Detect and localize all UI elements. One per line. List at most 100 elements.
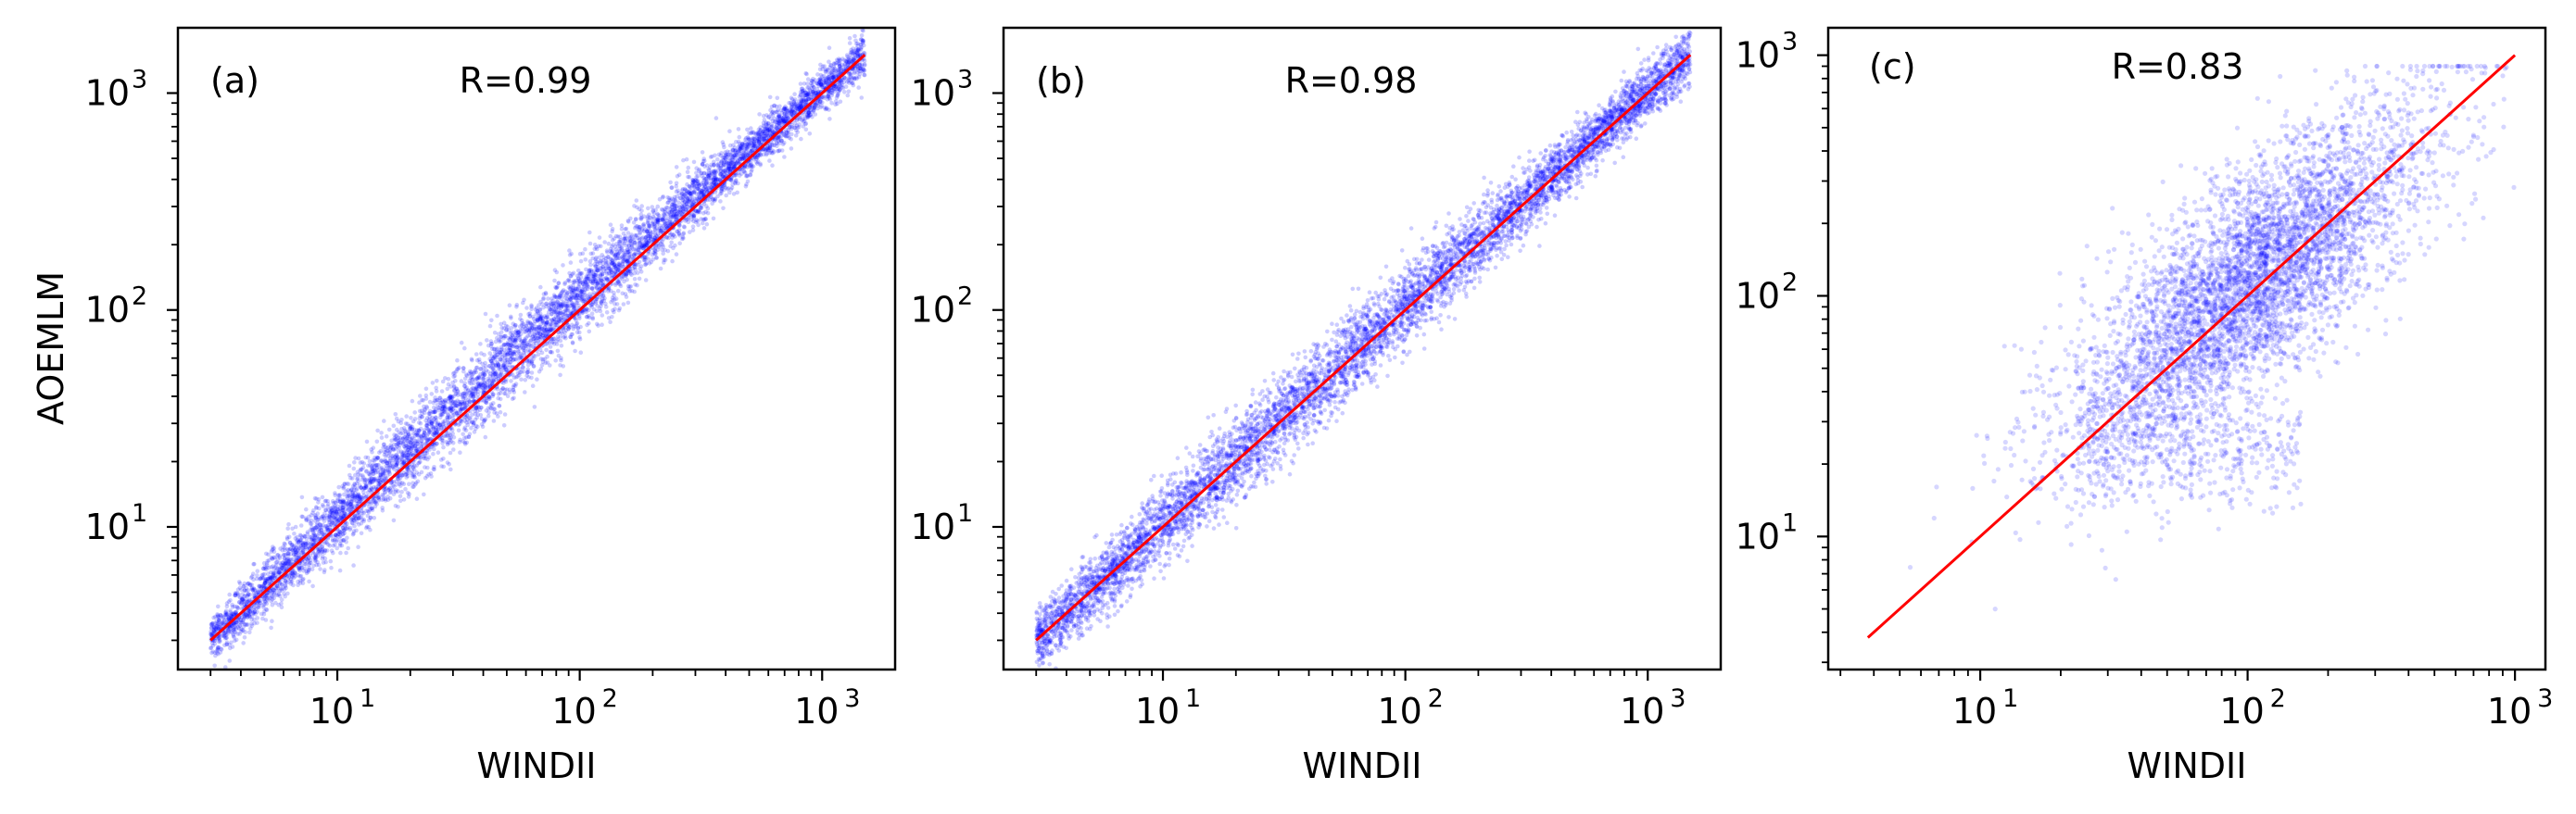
panel-a-point xyxy=(567,324,572,330)
panel-a-point xyxy=(284,561,289,566)
panel-a-point xyxy=(419,439,424,444)
panel-a-point xyxy=(536,318,540,323)
panel-a-point xyxy=(688,191,693,196)
panel-a-point xyxy=(497,404,501,408)
panel-a-point xyxy=(360,496,365,502)
panel-a-point xyxy=(754,131,760,135)
panel-a-point xyxy=(734,151,739,156)
panel-a-point xyxy=(754,153,760,158)
panel-a-point xyxy=(279,582,284,587)
panel-a-point xyxy=(355,495,360,499)
panel-a-point xyxy=(394,457,399,463)
panel-a-point xyxy=(577,272,582,277)
panel-a-point xyxy=(726,167,731,172)
panel-a-point xyxy=(701,182,706,187)
panel-a-point xyxy=(784,133,789,139)
panel-a-point xyxy=(590,316,596,321)
panel-a-point xyxy=(567,286,573,292)
panel-a-point xyxy=(732,153,738,157)
panel-a-point xyxy=(339,543,345,548)
panel-a-point xyxy=(391,518,397,523)
panel-a-point xyxy=(617,234,623,239)
panel-a-point xyxy=(647,238,651,244)
panel-a-point xyxy=(818,81,824,86)
panel-a-point xyxy=(539,326,545,332)
panel-a-point xyxy=(792,97,798,102)
panel-a-point xyxy=(330,537,335,542)
panel-a-point xyxy=(478,366,484,371)
panel-a-point xyxy=(478,342,483,346)
panel-a-point xyxy=(310,536,315,541)
panel-a-point xyxy=(223,611,229,616)
panel-a-point xyxy=(573,286,578,292)
panel-a-point xyxy=(737,148,742,154)
panel-a-point xyxy=(539,350,545,356)
panel-a-point xyxy=(608,233,613,239)
panel-a-point xyxy=(550,298,555,304)
panel-a-point xyxy=(536,317,540,322)
panel-a-point xyxy=(482,387,486,393)
panel-a-point xyxy=(227,658,233,663)
panel-a-point xyxy=(737,134,742,140)
panel-a-point xyxy=(674,181,679,186)
panel-a-point xyxy=(317,521,322,527)
panel-a-point xyxy=(715,157,720,162)
panel-a-point xyxy=(569,294,574,298)
panel-a-point xyxy=(425,465,430,470)
panel-a-point xyxy=(511,351,516,357)
panel-a-point xyxy=(701,226,707,231)
panel-a-point xyxy=(409,443,414,448)
panel-a-point xyxy=(452,388,457,394)
panel-a-point xyxy=(507,387,512,393)
panel-a-point xyxy=(308,521,313,526)
panel-a-point xyxy=(356,516,361,521)
panel-a-point xyxy=(775,95,780,101)
panel-a-point xyxy=(325,498,330,504)
panel-a-point xyxy=(456,428,461,433)
panel-a-point xyxy=(394,463,399,468)
panel-a-point xyxy=(781,106,787,111)
panel-a-point xyxy=(432,398,437,404)
panel-a-point xyxy=(356,516,360,521)
panel-a-point xyxy=(642,255,648,259)
panel-a-point xyxy=(365,455,371,460)
panel-a-point xyxy=(733,153,738,157)
panel-a-point xyxy=(819,84,825,89)
panel-a-point xyxy=(506,365,511,370)
panel-a-point xyxy=(396,505,400,509)
panel-a-point xyxy=(530,383,536,389)
panel-a-point xyxy=(794,123,800,128)
panel-a-point xyxy=(412,445,418,451)
panel-a-point xyxy=(265,578,270,583)
panel-a-point xyxy=(730,155,735,160)
panel-a-point xyxy=(509,354,513,359)
panel-a-point xyxy=(452,387,457,393)
panel-a-point xyxy=(768,116,774,121)
panel-a-point xyxy=(584,281,588,285)
panel-a-point xyxy=(316,562,322,568)
panel-a-point xyxy=(494,347,499,352)
panel-a-point xyxy=(655,212,661,218)
panel-a-point xyxy=(619,244,625,249)
panel-a-point xyxy=(745,165,750,169)
panel-a-point xyxy=(338,538,344,544)
panel-a-point xyxy=(741,152,747,157)
panel-a-point xyxy=(849,49,854,55)
panel-a-point xyxy=(806,96,811,102)
panel-a-point xyxy=(737,160,742,166)
panel-a-point xyxy=(688,230,692,234)
panel-a-point xyxy=(303,533,308,539)
panel-a-point xyxy=(485,338,489,343)
panel-a-point xyxy=(711,216,716,221)
panel-a-point xyxy=(701,170,706,176)
panel-a-point xyxy=(778,115,783,119)
panel-a-point xyxy=(410,419,416,424)
panel-a-point xyxy=(327,544,333,548)
panel-a-point xyxy=(782,140,787,145)
panel-a-point xyxy=(663,257,668,263)
panel-a-point xyxy=(357,522,361,527)
panel-a-point xyxy=(663,207,667,211)
panel-a-point xyxy=(267,557,271,563)
panel-a-point xyxy=(483,399,488,405)
panel-a-point xyxy=(301,569,306,573)
